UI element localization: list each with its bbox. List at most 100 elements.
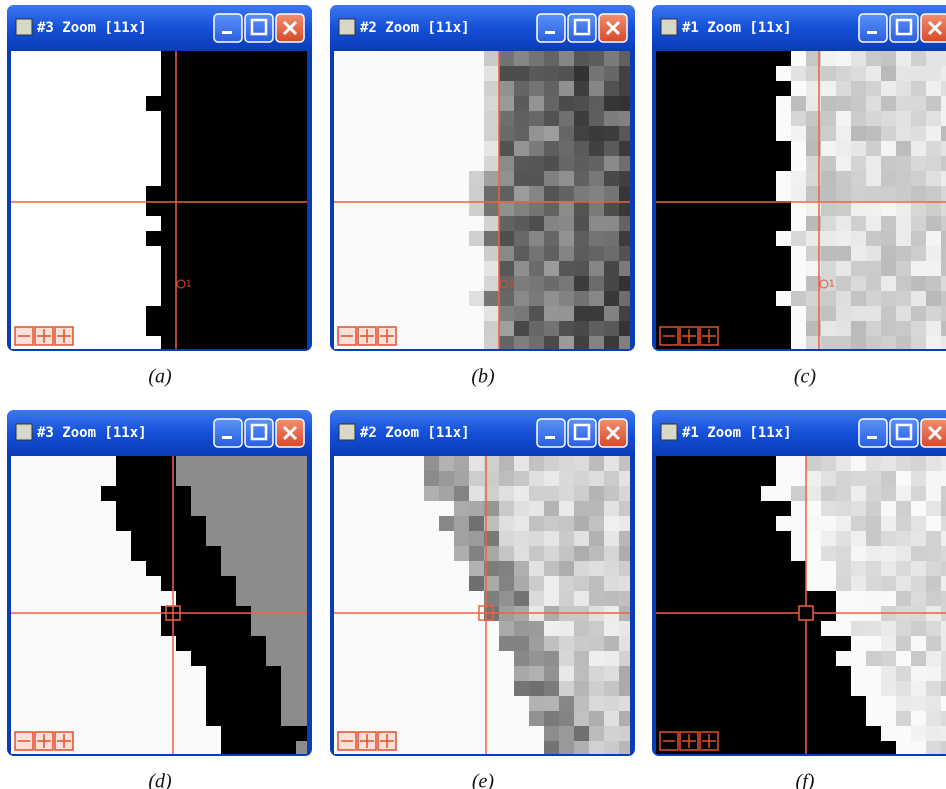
pixel: [454, 291, 469, 306]
max-button[interactable]: [568, 14, 596, 42]
pixel: [206, 621, 221, 636]
pixel: [409, 651, 424, 666]
pixel: [364, 66, 379, 81]
pixel: [71, 186, 86, 201]
pixel: [604, 591, 619, 606]
pixel: [56, 306, 71, 321]
max-button[interactable]: [245, 419, 273, 447]
pixel: [176, 711, 191, 726]
pixel: [529, 201, 544, 216]
pixel: [176, 81, 191, 96]
pixel: [881, 96, 896, 111]
max-button[interactable]: [568, 419, 596, 447]
pixel: [86, 486, 101, 501]
pixel: [26, 666, 41, 681]
pixel: [221, 321, 236, 336]
pixel: [941, 246, 946, 261]
pixel: [131, 66, 146, 81]
pixel: [821, 306, 836, 321]
pixel: [851, 126, 866, 141]
pixel: [514, 216, 529, 231]
min-button[interactable]: [859, 14, 887, 42]
pixel: [514, 126, 529, 141]
pixel: [394, 471, 409, 486]
pixel: [746, 96, 761, 111]
min-button[interactable]: [214, 419, 242, 447]
pixel: [266, 516, 281, 531]
pixel: [896, 741, 911, 756]
pixel: [251, 681, 266, 696]
min-button[interactable]: [214, 14, 242, 42]
pixel: [544, 636, 559, 651]
pixel: [379, 711, 394, 726]
pixel: [266, 141, 281, 156]
pixel: [101, 81, 116, 96]
pixel: [266, 636, 281, 651]
pixel: [439, 711, 454, 726]
pixel: [71, 591, 86, 606]
pixel: [334, 51, 349, 66]
pixel: [941, 306, 946, 321]
zoom-window: #1 Zoom [11x]1: [652, 5, 946, 351]
pixel: [266, 531, 281, 546]
pixel: [221, 516, 236, 531]
pixel: [409, 231, 424, 246]
pixel: [281, 486, 296, 501]
pixel: [236, 651, 251, 666]
pixel: [409, 636, 424, 651]
pixel: [266, 321, 281, 336]
pixel: [926, 531, 941, 546]
max-button[interactable]: [890, 14, 918, 42]
pixel: [191, 126, 206, 141]
pixel: [761, 216, 776, 231]
pixel: [851, 591, 866, 606]
pixel: [851, 51, 866, 66]
pixel: [701, 516, 716, 531]
pixel: [604, 726, 619, 741]
pixel: [731, 276, 746, 291]
pixel: [866, 111, 881, 126]
pixel: [806, 621, 821, 636]
pixel: [71, 471, 86, 486]
pixel: [116, 561, 131, 576]
min-button[interactable]: [537, 14, 565, 42]
pixel: [656, 711, 671, 726]
pixel: [364, 261, 379, 276]
pixel: [364, 591, 379, 606]
max-button[interactable]: [890, 419, 918, 447]
pixel: [454, 156, 469, 171]
pixel: [731, 336, 746, 351]
pixel: [514, 681, 529, 696]
pixel: [86, 546, 101, 561]
pixel: [191, 201, 206, 216]
pixel: [604, 141, 619, 156]
pixel: [731, 711, 746, 726]
pixel: [686, 66, 701, 81]
pixel: [881, 276, 896, 291]
pixel: [281, 561, 296, 576]
pixel: [236, 66, 251, 81]
caption: (b): [471, 366, 495, 388]
pixel: [701, 456, 716, 471]
pixel: [86, 711, 101, 726]
pixel: [469, 336, 484, 351]
pixel: [836, 276, 851, 291]
pixel: [926, 726, 941, 741]
max-button[interactable]: [245, 14, 273, 42]
pixel: [776, 201, 791, 216]
pixel: [851, 456, 866, 471]
pixel: [71, 306, 86, 321]
pixel: [409, 561, 424, 576]
min-button[interactable]: [859, 419, 887, 447]
pixel: [454, 696, 469, 711]
pixel: [589, 171, 604, 186]
pixel: [821, 141, 836, 156]
pixel: [409, 51, 424, 66]
pixel: [821, 336, 836, 351]
pixel: [26, 186, 41, 201]
pixel: [731, 156, 746, 171]
min-button[interactable]: [537, 419, 565, 447]
pixel: [116, 246, 131, 261]
pixel: [529, 651, 544, 666]
pixel: [266, 501, 281, 516]
